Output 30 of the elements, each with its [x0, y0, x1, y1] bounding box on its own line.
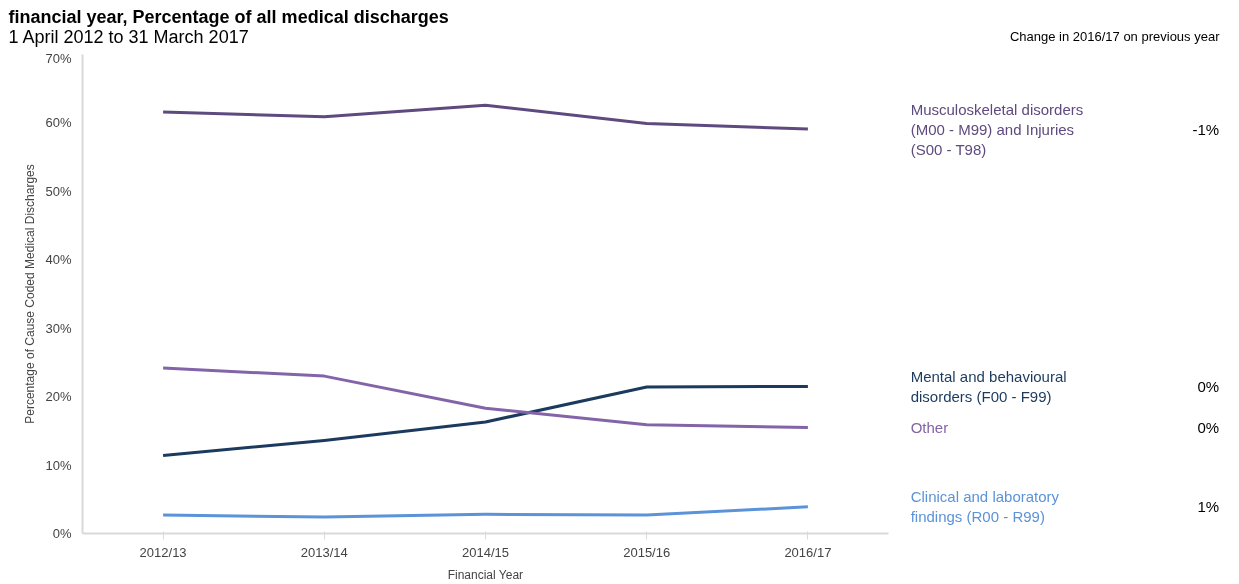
- y-tick-label: 50%: [45, 183, 72, 199]
- x-tick-label: 2013/14: [300, 544, 348, 560]
- y-tick-label: 10%: [45, 457, 72, 473]
- line-series: [161, 505, 810, 519]
- text: Mental and behavioural disorders (F00 - F99): [910, 367, 1067, 405]
- x-tick-label: 2015/16: [623, 544, 671, 560]
- text: Other: [910, 418, 949, 436]
- text: -1%: [1192, 120, 1220, 138]
- y-axis-title: Percentage of Cause Coded Medical Discharges: [23, 164, 38, 424]
- text: 0%: [1197, 418, 1220, 436]
- y-tick-label: 40%: [45, 252, 72, 268]
- text: 1%: [1197, 498, 1220, 516]
- text: Musculoskeletal disorders (M00 - M99) and Injuries (S00 - T98): [910, 100, 1084, 158]
- y-tick-label: 30%: [45, 320, 72, 336]
- y-tick-label: 60%: [45, 115, 72, 131]
- line-series: [161, 366, 810, 429]
- x-tick-label: 2016/17: [784, 544, 832, 560]
- text: Clinical and laboratory findings (R00 - R99): [910, 488, 1060, 526]
- x-tick-label: 2014/15: [462, 544, 509, 560]
- y-tick-label: 20%: [45, 389, 72, 405]
- text: Change in 2016/17 on previous year: [1009, 28, 1221, 44]
- x-tick-label: 2012/13: [139, 544, 187, 560]
- chart-subtitle: 1 April 2012 to 31 March 2017: [8, 26, 249, 47]
- chart-title: financial year, Percentage of all medical discharges: [8, 6, 449, 27]
- y-tick-label: 70%: [45, 50, 72, 66]
- text: 0%: [1197, 377, 1220, 395]
- x-axis-title: Financial Year: [447, 567, 524, 582]
- line-series: [161, 384, 810, 457]
- line-series: [161, 103, 810, 131]
- y-tick-label: 0%: [52, 526, 72, 541]
